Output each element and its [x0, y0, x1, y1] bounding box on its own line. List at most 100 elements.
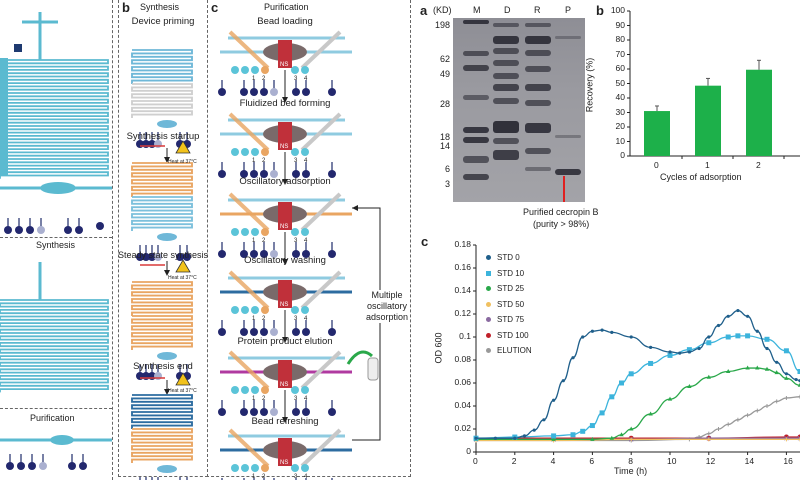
- c-port: [270, 328, 278, 336]
- step-steady-state: Steady state synthesis: [117, 250, 209, 260]
- legend-label: STD 100: [497, 330, 529, 340]
- data-point-std-0: [765, 346, 769, 351]
- c-port: [218, 408, 226, 416]
- bar-xlabel: Cycles of adsorption: [660, 172, 742, 182]
- syringe-right: [300, 192, 342, 232]
- gel-band: [493, 36, 519, 44]
- data-point-std-0: [775, 360, 779, 364]
- data-point-std-25: [609, 435, 614, 440]
- b-serpentine-top: [131, 49, 193, 84]
- b-port: [154, 253, 162, 261]
- step-osc-adsorption: Oscillatory adsorption: [239, 176, 331, 187]
- loop-arrow: [352, 207, 381, 441]
- magnet-label: NS: [280, 62, 288, 68]
- valve-chamber: [251, 464, 259, 472]
- data-point-std-10: [589, 423, 595, 429]
- b-chamber: [157, 233, 177, 241]
- valve-chamber: [231, 148, 239, 156]
- bar-y-tick-label: 80: [615, 34, 625, 44]
- valve-chamber: [301, 464, 309, 472]
- gel-band: [463, 20, 489, 24]
- data-point-std-0: [755, 329, 759, 333]
- valve-chamber: [261, 306, 269, 314]
- c-port: [250, 328, 258, 336]
- data-point-std-0: [784, 372, 789, 376]
- heat-label-3: Heat at 37°C: [168, 388, 197, 394]
- legend-item-std-50: STD 50: [486, 297, 532, 313]
- data-point-std-25: [784, 375, 789, 380]
- data-point-std-0: [561, 379, 565, 383]
- left-panel-divider-2: [0, 408, 112, 409]
- legend-label: STD 0: [497, 253, 520, 262]
- syringe-right: [300, 30, 342, 70]
- valve-chamber: [291, 148, 299, 156]
- loop-label-line-1: Multiple: [371, 290, 403, 300]
- port-number: 2: [262, 396, 266, 402]
- magnet: [278, 280, 292, 308]
- b-chamber: [157, 352, 177, 360]
- bar-y-tick-label: 30: [615, 106, 625, 117]
- c-port: [218, 88, 226, 96]
- c-port: [292, 170, 300, 178]
- data-point-std-0: [716, 323, 721, 328]
- marker-label: 28: [439, 99, 450, 109]
- c-port: [302, 328, 310, 336]
- port-number: 3: [294, 316, 298, 322]
- port-number: 4: [304, 316, 308, 322]
- port-number: 1: [252, 316, 256, 322]
- valve-chamber: [231, 228, 239, 236]
- gel-band: [463, 127, 489, 133]
- valve-chamber: [291, 306, 299, 314]
- step-synthesis-end: Synthesis end: [133, 361, 193, 372]
- lane-label-D: D: [504, 5, 511, 15]
- step-fluidized-bed: Fluidized bed forming: [239, 98, 331, 109]
- valve-chamber: [231, 386, 239, 394]
- panel-b-title: Synthesis: [140, 2, 180, 12]
- panel-c-letter: c: [211, 0, 219, 15]
- legend-marker: [486, 270, 491, 276]
- gel-band: [525, 167, 551, 171]
- data-point-std-25: [629, 426, 634, 431]
- port-number: 1: [252, 76, 256, 82]
- left-purif-port: [79, 462, 87, 470]
- gel-band: [525, 84, 551, 91]
- data-point-std-0: [746, 314, 750, 318]
- valve-chamber: [301, 228, 309, 236]
- b-port: [148, 253, 156, 261]
- magnet-label: NS: [280, 382, 288, 388]
- left-label-purification: Purification: [30, 413, 75, 423]
- bar-x-tick-label: 1: [705, 160, 710, 170]
- port-number: 1: [252, 238, 256, 244]
- port-number: 2: [262, 76, 266, 82]
- gel-band: [463, 174, 489, 180]
- data-point-std-0: [474, 436, 478, 440]
- data-point-std-10: [725, 334, 731, 340]
- line-x-tick-label: 16: [783, 456, 793, 466]
- b-port: [176, 253, 184, 261]
- c-port: [302, 170, 310, 178]
- left-port: [75, 226, 83, 234]
- gel-band: [555, 36, 581, 39]
- data-point-std-25: [590, 436, 595, 441]
- port-number: 4: [304, 158, 308, 164]
- gel-image: [453, 18, 585, 202]
- step-bead-refreshing: Bead refreshing: [251, 416, 319, 427]
- gel-band: [463, 51, 489, 56]
- data-point-std-10: [745, 333, 751, 339]
- valve-chamber: [291, 228, 299, 236]
- data-point-std-25: [648, 411, 653, 416]
- line-y-tick-label: 0.06: [454, 377, 471, 387]
- data-point-std-10: [619, 380, 624, 386]
- b-serpentine-top: [131, 162, 193, 197]
- gel-band: [493, 98, 519, 104]
- port-number: 3: [294, 474, 298, 480]
- c-port: [218, 250, 226, 258]
- gel-band: [493, 150, 519, 160]
- data-point-std-10: [706, 340, 712, 346]
- line-y-tick-label: 0.12: [454, 308, 471, 318]
- c-port: [328, 170, 336, 178]
- c-port: [260, 250, 268, 258]
- valve-chamber: [301, 306, 309, 314]
